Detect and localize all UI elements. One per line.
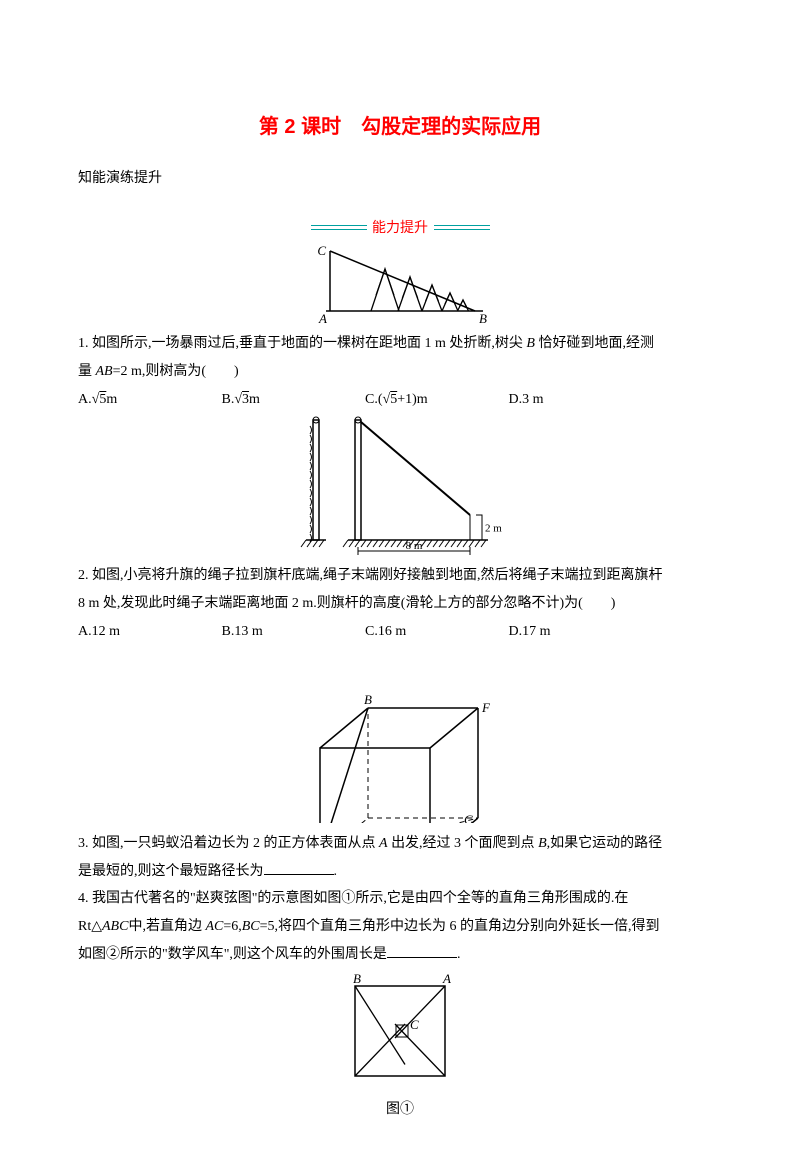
svg-text:F: F (481, 700, 491, 715)
q1-text-line2: 量 AB=2 m,则树高为( ) (78, 360, 722, 384)
svg-text:B: B (479, 311, 487, 323)
svg-text:C: C (317, 243, 326, 258)
svg-text:A: A (442, 971, 451, 986)
q3-l1-post: ,如果它运动的路径 (547, 836, 663, 851)
q3-l1-pre: 3. 如图,一只蚂蚁沿着边长为 2 的正方体表面从点 (78, 836, 379, 851)
q3-l1-mid: 出发,经过 3 个面爬到点 (388, 836, 539, 851)
q1-optB-sqrt: √3 (234, 388, 249, 412)
q1-optC: C.(√5+1)m (365, 388, 505, 412)
q4-l2-v3: BC (242, 919, 260, 934)
q2-text-line1: 2. 如图,小亮将升旗的绳子拉到旗杆底端,绳子末端刚好接触到地面,然后将绳子末端… (78, 564, 722, 588)
q1-optA-rad: 5 (99, 388, 106, 412)
q1-figure: A B C (78, 241, 722, 328)
q1-l1-post: 恰好碰到地面,经测 (535, 336, 654, 351)
lesson-title: 第 2 课时 勾股定理的实际应用 (78, 110, 722, 139)
q3-text-line2: 是最短的,则这个最短路径长为. (78, 860, 722, 884)
q1-l1-var: B (526, 336, 535, 351)
q2-options: A.12 m B.13 m C.16 m D.17 m (78, 620, 722, 644)
q3-figure: ABCF (78, 648, 722, 828)
q2-optA: A.12 m (78, 620, 218, 644)
q4-l2-m1: 中,若直角边 (128, 919, 205, 934)
svg-text:B: B (364, 692, 372, 707)
section-heading: 知能演练提升 (78, 167, 722, 187)
svg-text:C: C (464, 812, 473, 823)
q4-text-line3: 如图②所示的"数学风车",则这个风车的外围周长是. (78, 943, 722, 967)
q4-l3-period: . (457, 947, 461, 962)
q2-optB: B.13 m (222, 620, 362, 644)
q4-caption: 图① (78, 1098, 722, 1118)
ability-divider: 能力提升 (78, 217, 722, 237)
q4-l2-pre: Rt△ (78, 919, 102, 934)
svg-text:B: B (353, 971, 361, 986)
q1-optA-sqrt: √5 (92, 388, 107, 412)
q4-l2-v1: ABC (102, 919, 128, 934)
q1-text-line1: 1. 如图所示,一场暴雨过后,垂直于地面的一棵树在距地面 1 m 处折断,树尖 … (78, 332, 722, 356)
q1-options: A.√5 m B.√3 m C.(√5+1)m D.3 m (78, 388, 722, 412)
q2-figure: 2 m 8 m (78, 415, 722, 560)
q2-optD: D.17 m (509, 620, 609, 644)
q1-l2-pre: 量 (78, 364, 96, 379)
q3-l1-A: A (379, 836, 388, 851)
divider-line-left (311, 225, 367, 230)
q3-text-line1: 3. 如图,一只蚂蚁沿着边长为 2 的正方体表面从点 A 出发,经过 3 个面爬… (78, 832, 722, 856)
q4-text-line1: 4. 我国古代著名的"赵爽弦图"的示意图如图①所示,它是由四个全等的直角三角形围… (78, 887, 722, 911)
q2-optC: C.16 m (365, 620, 505, 644)
svg-text:A: A (318, 311, 327, 323)
q1-optB-pre: B. (222, 388, 235, 412)
q4-l3-pre: 如图②所示的"数学风车",则这个风车的外围周长是 (78, 947, 387, 962)
q1-optC-post: +1)m (397, 388, 427, 412)
q1-optB: B.√3 m (222, 388, 362, 412)
q1-optD: D.3 m (509, 388, 609, 412)
svg-text:2 m: 2 m (485, 523, 502, 535)
svg-text:8 m: 8 m (405, 540, 422, 552)
q2-text-line2: 8 m 处,发现此时绳子末端距离地面 2 m.则旗杆的高度(滑轮上方的部分忽略不… (78, 592, 722, 616)
q4-blank[interactable] (387, 944, 457, 958)
q1-optC-sqrt: √5 (383, 388, 398, 412)
q4-figure: B A C (78, 971, 722, 1096)
divider-line-right (434, 225, 490, 230)
q4-text-line2: Rt△ABC中,若直角边 AC=6,BC=5,将四个直角三角形中边长为 6 的直… (78, 915, 722, 939)
divider-label: 能力提升 (370, 217, 430, 237)
q3-l1-B: B (538, 836, 547, 851)
q1-optA: A.√5 m (78, 388, 218, 412)
q3-blank[interactable] (264, 861, 334, 875)
q1-optA-pre: A. (78, 388, 92, 412)
q4-l2-m3: =5,将四个直角三角形中边长为 6 的直角边分别向外延长一倍,得到 (260, 919, 660, 934)
q1-optB-rad: 3 (242, 388, 249, 412)
q4-l2-m2: =6, (223, 919, 241, 934)
q3-l2: 是最短的,则这个最短路径长为 (78, 864, 264, 879)
q1-optC-pre: C.( (365, 388, 383, 412)
q4-l2-v2: AC (205, 919, 223, 934)
q1-optA-post: m (106, 388, 117, 412)
q1-l1-pre: 1. 如图所示,一场暴雨过后,垂直于地面的一棵树在距地面 1 m 处折断,树尖 (78, 336, 526, 351)
q1-optC-rad: 5 (390, 388, 397, 412)
q1-l2-post: =2 m,则树高为( ) (113, 364, 239, 379)
q1-optB-post: m (249, 388, 260, 412)
q3-l2-period: . (334, 864, 338, 879)
q1-l2-var: AB (96, 364, 113, 379)
svg-text:C: C (410, 1017, 419, 1032)
